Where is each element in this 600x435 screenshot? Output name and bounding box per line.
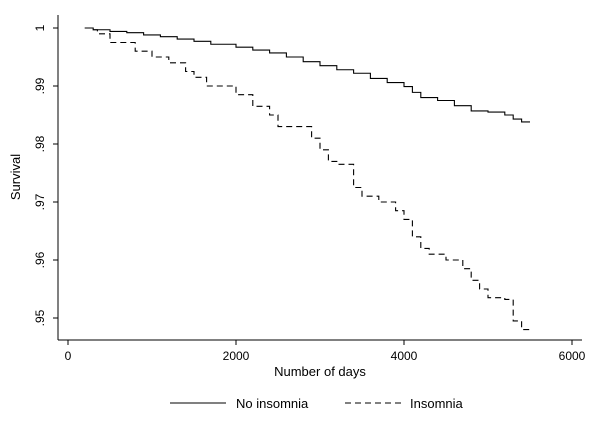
legend: No insomnia Insomnia: [170, 396, 464, 411]
x-tick-label: 6000: [559, 349, 586, 363]
y-tick-label: .98: [33, 135, 47, 152]
y-tick-label: 1: [33, 24, 47, 31]
y-axis-title: Survival: [8, 154, 23, 200]
x-tick-label: 4000: [391, 349, 418, 363]
x-ticks: 0 2000 4000 6000: [65, 340, 586, 363]
series-line-insomnia: [84, 27, 530, 331]
y-ticks: 1 .99 .98 .97 .96 .95: [33, 24, 58, 326]
legend-label-insomnia: Insomnia: [410, 396, 464, 411]
legend-label-no-insomnia: No insomnia: [236, 396, 309, 411]
y-tick-label: .97: [33, 193, 47, 210]
y-tick-label: .96: [33, 251, 47, 268]
axes: [57, 15, 582, 341]
x-axis-title: Number of days: [274, 364, 366, 379]
y-tick-label: .95: [33, 309, 47, 326]
series-line-no-insomnia: [84, 27, 530, 123]
x-tick-label: 2000: [223, 349, 250, 363]
x-tick-label: 0: [65, 349, 72, 363]
series-layer: [84, 27, 530, 331]
y-tick-label: .99: [33, 77, 47, 94]
